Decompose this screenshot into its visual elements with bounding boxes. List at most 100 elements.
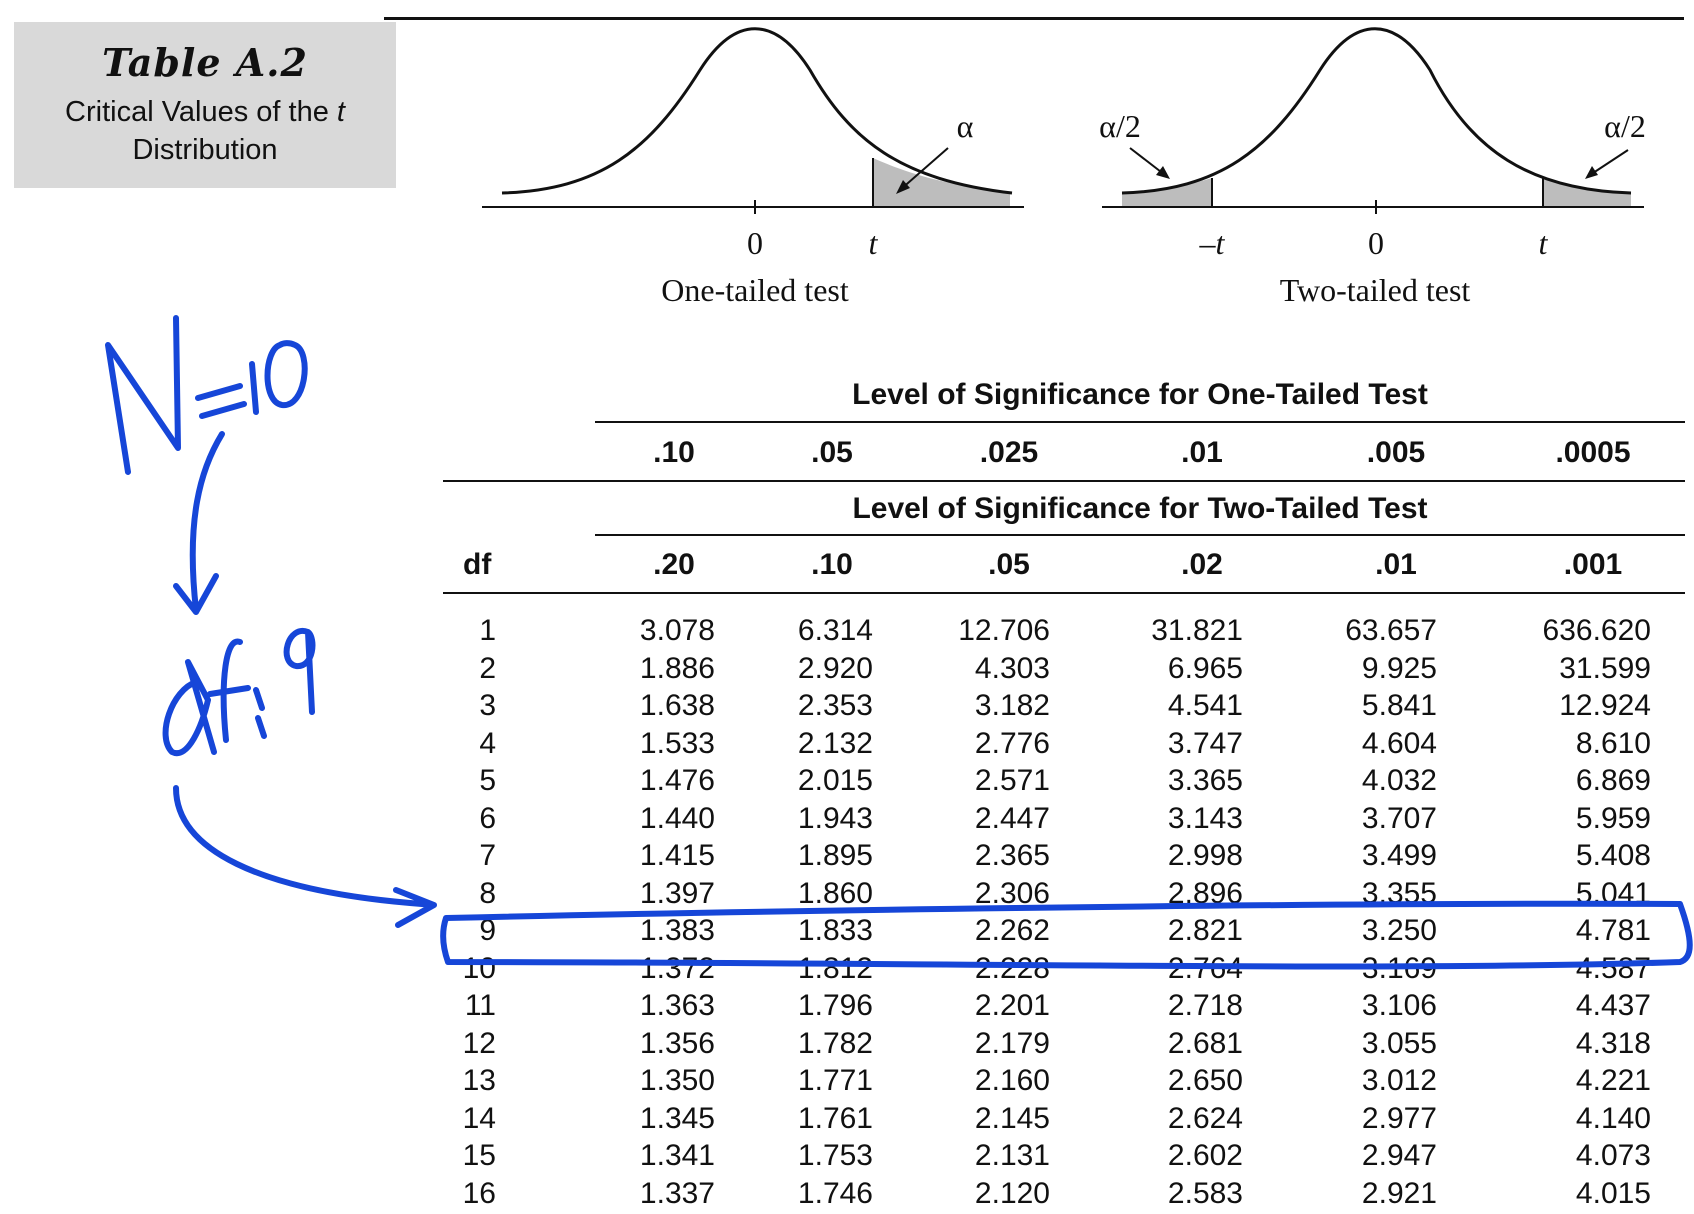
table-row: 12 1.356 1.782 2.179 2.681 3.055 4.318 (440, 1027, 1680, 1064)
two-tailed-zero-label: 0 (1368, 225, 1384, 261)
value-cell: 636.620 (1542, 614, 1651, 647)
value-cell: 9.925 (1361, 651, 1437, 685)
df-cell: 16 (462, 1176, 496, 1210)
value-cell: 2.650 (1167, 1064, 1243, 1097)
value-cell: 2.947 (1361, 1139, 1437, 1172)
value-cell: 2.015 (797, 764, 873, 797)
value-cell: 3.182 (974, 689, 1050, 722)
two-tailed-left-shaded-region (1122, 178, 1212, 206)
value-cell: 3.055 (1361, 1026, 1437, 1060)
table-row: 16 1.337 1.746 2.120 2.583 2.921 4.015 (440, 1177, 1680, 1214)
value-cell: 2.920 (797, 651, 873, 685)
row-9-highlight-box (440, 900, 1693, 970)
handwritten-curved-arrow (173, 785, 437, 928)
one-tailed-t-label: t (868, 225, 878, 261)
value-cell: 1.943 (797, 801, 873, 835)
one-tailed-level: .05 (811, 436, 853, 469)
value-cell: 2.306 (974, 876, 1050, 910)
value-cell: 1.372 (639, 951, 715, 985)
one-tailed-header-rule (595, 421, 1685, 423)
alpha-arrowhead (896, 180, 910, 194)
value-cell: 1.383 (639, 914, 715, 947)
alpha-half-left-arrow (1129, 147, 1166, 176)
two-tailed-t-label: t (1538, 225, 1548, 261)
subtitle-variable: t (336, 96, 345, 128)
two-tailed-neg-t-label: –t (1199, 225, 1225, 261)
df-cell: 15 (462, 1139, 496, 1172)
value-cell: 1.350 (639, 1064, 715, 1097)
table-subtitle: Critical Values of the t Distribution (14, 93, 396, 169)
df-cell: 11 (464, 989, 496, 1022)
table-row: 2 1.886 2.920 4.303 6.965 9.925 31.599 (440, 652, 1680, 689)
value-cell: 31.599 (1559, 651, 1651, 685)
value-cell: 1.363 (639, 989, 715, 1022)
table-title: Table A.2 (102, 40, 308, 85)
value-cell: 2.145 (974, 1101, 1050, 1135)
table-row: 14 1.345 1.761 2.145 2.624 2.977 4.140 (440, 1102, 1680, 1139)
one-tailed-level: .01 (1181, 436, 1223, 469)
value-cell: 2.353 (797, 689, 873, 722)
df-cell: 4 (479, 726, 496, 760)
levels-rule (443, 480, 1685, 482)
value-cell: 2.921 (1361, 1176, 1437, 1210)
value-cell: 12.924 (1559, 689, 1651, 722)
value-cell: 4.015 (1575, 1176, 1651, 1210)
value-cell: 3.106 (1361, 989, 1437, 1022)
value-cell: 4.140 (1575, 1101, 1651, 1135)
df-cell: 13 (462, 1064, 496, 1097)
value-cell: 3.707 (1361, 801, 1437, 835)
value-cell: 1.746 (797, 1176, 873, 1210)
value-cell: 1.895 (797, 839, 873, 872)
value-cell: 6.965 (1167, 651, 1243, 685)
two-tailed-level: .02 (1181, 548, 1223, 581)
df-cell: 2 (479, 651, 496, 685)
value-cell: 1.337 (639, 1176, 715, 1210)
subtitle-suffix: Distribution (132, 134, 278, 166)
table-row: 7 1.415 1.895 2.365 2.998 3.499 5.408 (440, 839, 1680, 876)
two-tailed-level: .20 (653, 548, 695, 581)
value-cell: 2.977 (1361, 1101, 1437, 1135)
table-row: 6 1.440 1.943 2.447 3.143 3.707 5.959 (440, 802, 1680, 839)
value-cell: 3.747 (1167, 726, 1243, 760)
alpha-half-right-label: α/2 (1604, 108, 1646, 144)
value-cell: 6.314 (797, 614, 873, 647)
two-tailed-header: Level of Significance for Two-Tailed Tes… (852, 492, 1428, 525)
value-cell: 2.624 (1167, 1101, 1243, 1135)
value-cell: 1.796 (797, 989, 873, 1022)
header-bottom-rule (443, 592, 1685, 594)
alpha-pointer-arrow (899, 147, 949, 191)
value-cell: 31.821 (1151, 614, 1243, 647)
value-cell: 1.886 (639, 651, 715, 685)
alpha-half-left-label: α/2 (1099, 108, 1141, 144)
value-cell: 5.408 (1575, 839, 1651, 872)
value-cell: 4.587 (1575, 951, 1651, 985)
one-tailed-caption: One-tailed test (661, 272, 849, 308)
value-cell: 2.602 (1167, 1139, 1243, 1172)
two-tailed-header-rule (595, 534, 1685, 536)
value-cell: 2.132 (797, 726, 873, 760)
value-cell: 2.681 (1167, 1026, 1243, 1060)
alpha-half-left-arrowhead (1156, 166, 1170, 179)
value-cell: 2.201 (974, 989, 1050, 1022)
one-tailed-header: Level of Significance for One-Tailed Tes… (852, 378, 1428, 411)
one-tailed-level: .005 (1366, 436, 1426, 469)
value-cell: 2.718 (1167, 989, 1243, 1022)
two-tailed-level: .05 (988, 548, 1030, 581)
alpha-half-right-arrow (1589, 149, 1629, 176)
value-cell: 1.860 (797, 876, 873, 910)
alpha-label: α (956, 108, 974, 144)
df-cell: 6 (479, 801, 496, 835)
value-cell: 4.781 (1575, 914, 1651, 947)
value-cell: 1.356 (639, 1026, 715, 1060)
value-cell: 3.143 (1167, 801, 1243, 835)
value-cell: 1.761 (797, 1101, 873, 1135)
subtitle-prefix: Critical Values of the (65, 96, 337, 128)
value-cell: 63.657 (1345, 614, 1437, 647)
one-tailed-level: .10 (653, 436, 695, 469)
df-cell: 10 (462, 951, 496, 985)
one-tailed-zero-label: 0 (747, 225, 763, 261)
value-cell: 5.841 (1361, 689, 1437, 722)
value-cell: 4.604 (1361, 726, 1437, 760)
value-cell: 1.753 (797, 1139, 873, 1172)
table-row-highlighted: 9 1.383 1.833 2.262 2.821 3.250 4.781 (440, 914, 1680, 951)
